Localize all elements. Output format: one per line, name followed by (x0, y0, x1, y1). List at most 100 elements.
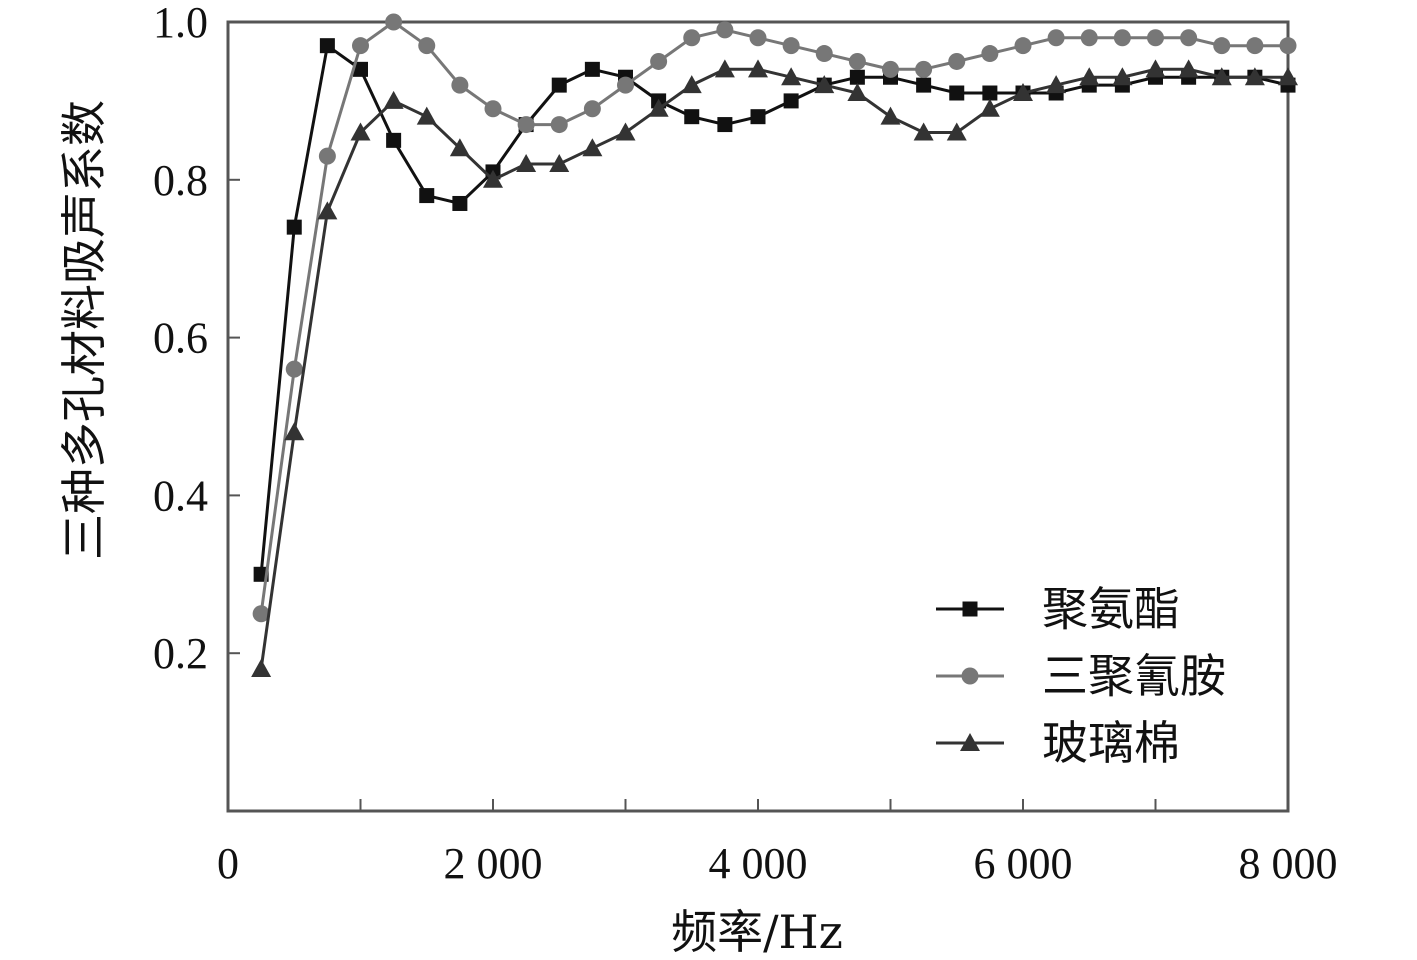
data-point (716, 21, 734, 39)
data-point (913, 122, 934, 141)
data-point (583, 100, 601, 118)
data-point (318, 147, 336, 165)
data-point (517, 116, 535, 134)
data-point (1112, 67, 1133, 86)
data-point (880, 106, 901, 125)
y-tick-label: 1.0 (153, 0, 208, 47)
data-point (650, 52, 668, 70)
data-point (916, 77, 932, 93)
data-point (319, 38, 335, 54)
y-tick-label: 0.6 (153, 314, 208, 363)
data-point (551, 77, 567, 93)
data-point (1211, 67, 1232, 86)
data-point (418, 37, 436, 55)
legend-marker (961, 667, 979, 685)
data-point (516, 154, 537, 173)
data-point (783, 93, 799, 109)
legend-item: 聚氨酯 (936, 582, 1180, 636)
data-point (317, 201, 338, 220)
data-point (617, 76, 634, 94)
data-point (849, 69, 865, 85)
data-point (979, 98, 1000, 117)
data-point (350, 122, 371, 141)
x-tick-label: 6 000 (974, 839, 1073, 888)
data-point (949, 85, 965, 101)
series-0 (253, 38, 1296, 582)
tick-layer: 0 2 000 4 000 6 000 8 000 0.2 0.4 0.6 0.8 1.0 (153, 0, 1338, 888)
y-tick-label: 0.8 (153, 156, 208, 205)
data-point (483, 169, 503, 188)
data-point (982, 85, 998, 101)
data-point (385, 13, 403, 31)
data-point (251, 658, 272, 677)
data-point (383, 90, 404, 109)
data-point (449, 138, 470, 157)
data-point (815, 45, 833, 63)
data-point (419, 188, 435, 204)
data-point (1046, 75, 1067, 94)
data-point (750, 109, 766, 125)
legend-item: 三聚氰胺 (936, 649, 1226, 703)
data-point (782, 37, 800, 55)
data-point (416, 106, 437, 125)
data-point (451, 76, 469, 94)
data-point (1079, 67, 1100, 86)
data-point (550, 116, 568, 134)
data-point (1013, 83, 1033, 102)
data-point (1145, 59, 1166, 78)
y-axis-title: 三种多孔材料吸声系数 (57, 100, 111, 560)
data-point (946, 122, 967, 141)
series-2 (251, 59, 1298, 677)
x-axis-title: 频率/Hz (671, 905, 843, 959)
data-point (386, 132, 402, 148)
data-point (714, 59, 735, 78)
data-point (1246, 37, 1264, 55)
x-tick-label: 4 000 (709, 839, 808, 888)
y-tick-label: 0.2 (153, 629, 208, 678)
y-tick-label: 0.4 (153, 471, 208, 520)
x-tick-label: 8 000 (1239, 839, 1338, 888)
data-point (681, 75, 702, 94)
data-point (353, 61, 368, 77)
data-point (847, 83, 868, 102)
data-point (1279, 37, 1297, 55)
data-point (1147, 29, 1164, 47)
legend-item: 玻璃棉 (936, 716, 1180, 770)
data-point (452, 195, 468, 211)
x-tick-label: 0 (217, 839, 239, 888)
data-point (1278, 67, 1298, 86)
legend-marker (962, 601, 978, 617)
data-point (615, 122, 636, 141)
data-point (1178, 59, 1199, 78)
data-point (748, 59, 768, 78)
legend-label: 三聚氰胺 (1042, 649, 1226, 703)
data-point (284, 422, 305, 441)
data-point (1014, 37, 1032, 55)
data-point (1244, 67, 1265, 86)
data-point (684, 109, 700, 125)
data-point (352, 37, 369, 55)
data-point (781, 67, 802, 86)
data-point (584, 61, 600, 77)
data-point (882, 60, 899, 78)
series-line (259, 67, 1288, 670)
data-point (717, 117, 733, 133)
data-point (814, 75, 835, 94)
data-point (484, 100, 502, 118)
data-point (1213, 37, 1231, 55)
series-1 (252, 13, 1297, 623)
series-line (259, 43, 1289, 575)
data-point (1080, 29, 1098, 47)
data-point (981, 45, 999, 63)
series-layer (251, 13, 1298, 677)
data-point (648, 98, 669, 117)
data-point (285, 360, 303, 378)
data-point (683, 29, 701, 47)
legend-marker (960, 733, 980, 751)
x-tick-label: 2 000 (444, 839, 543, 888)
data-point (549, 154, 570, 173)
data-point (582, 138, 603, 157)
data-point (915, 60, 933, 78)
